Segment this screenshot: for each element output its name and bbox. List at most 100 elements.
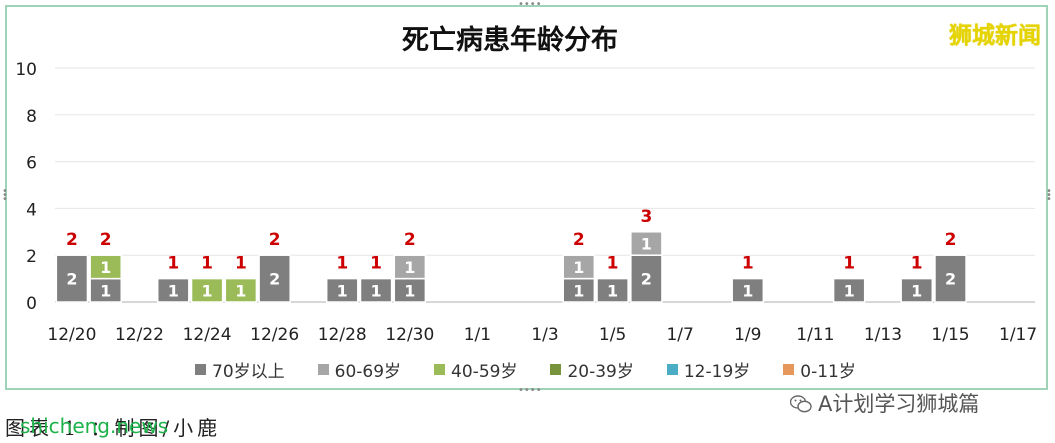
total-label: 1 [742, 254, 754, 274]
top-resize-handle[interactable]: •••• [518, 0, 542, 10]
data-label: 1 [911, 281, 922, 300]
y-tick-label: 6 [26, 154, 37, 174]
bar-segment [224, 277, 258, 303]
data-label: 2 [269, 270, 280, 289]
bar-segment [596, 277, 629, 303]
x-tick-label: 1/1 [464, 325, 491, 345]
total-label: 1 [336, 254, 348, 274]
bar-segment [359, 277, 393, 303]
y-tick-label: 8 [26, 107, 37, 127]
legend-label: 40-59岁 [451, 361, 518, 382]
data-label: 2 [641, 270, 652, 289]
legend-label: 12-19岁 [683, 361, 751, 382]
x-tick-label: 1/15 [931, 325, 969, 345]
x-tick-label: 1/11 [796, 325, 834, 345]
data-label: 1 [404, 258, 415, 277]
x-tick-label: 1/7 [666, 325, 693, 345]
total-label: 3 [640, 207, 652, 227]
x-tick-label: 12/22 [115, 325, 164, 345]
legend-swatch [783, 363, 795, 375]
bar-segment [190, 277, 224, 303]
total-label: 1 [201, 254, 213, 274]
chart-legend: 70岁以上 60-69岁 40-59岁 20-39岁 12-19岁 0-11岁 [195, 357, 856, 382]
data-label: 1 [404, 281, 415, 300]
data-label: 1 [844, 281, 855, 300]
y-tick-label: 2 [26, 247, 37, 267]
x-tick-label: 12/20 [47, 325, 96, 345]
y-tick-label: 10 [15, 60, 37, 80]
legend-swatch [550, 363, 562, 375]
chart-title: 死亡病患年龄分布 [402, 25, 618, 56]
legend-item: 60-69岁 [317, 357, 402, 382]
data-label: 1 [370, 281, 381, 300]
source-site-watermark: shicheng.news [20, 414, 169, 438]
total-label: 2 [404, 230, 416, 250]
bottom-resize-handle[interactable]: •••• [518, 385, 542, 396]
total-label: 1 [607, 254, 619, 274]
bar-segment [731, 277, 765, 303]
data-label: 1 [235, 281, 246, 300]
bar-segment [934, 254, 967, 303]
total-label: 1 [235, 254, 247, 274]
data-label: 1 [607, 281, 618, 300]
total-label: 2 [573, 230, 585, 250]
total-label: 1 [843, 254, 855, 274]
x-tick-label: 12/28 [318, 325, 367, 345]
bar-segment [630, 231, 663, 256]
legend-label: 0-11岁 [800, 361, 856, 382]
bar-segment [325, 277, 359, 303]
total-label: 2 [269, 230, 281, 250]
legend-item: 12-19岁 [666, 357, 751, 382]
x-tick-label: 1/5 [599, 325, 626, 345]
data-label: 2 [945, 270, 956, 289]
legend-swatch [195, 363, 206, 375]
legend-item: 70岁以上 [195, 357, 285, 382]
data-label: 1 [100, 281, 111, 300]
bar-segment [258, 254, 291, 303]
y-tick-label: 4 [26, 200, 37, 220]
watermark-logo: 狮城新闻 [949, 23, 1041, 49]
total-label: 1 [167, 254, 179, 274]
bar-segment [156, 277, 190, 303]
data-label: 1 [573, 258, 584, 277]
data-label: 1 [742, 281, 753, 300]
total-label: 2 [66, 230, 78, 250]
wechat-account-name: A计划学习狮城篇 [818, 392, 980, 416]
wechat-icon [789, 394, 812, 413]
x-tick-label: 12/26 [250, 325, 299, 345]
x-tick-label: 12/30 [385, 325, 434, 345]
data-label: 1 [100, 258, 111, 277]
figure-caption: 图表 1 ：制图/小鹿 [5, 416, 222, 440]
left-resize-handle[interactable]: • • • [2, 186, 8, 205]
data-label: 1 [573, 281, 584, 300]
legend-label: 20-39岁 [567, 361, 634, 382]
x-tick-label: 1/17 [999, 325, 1037, 345]
bar-segment [630, 254, 663, 303]
legend-item: 20-39岁 [550, 357, 634, 382]
bar-segment [393, 254, 427, 280]
x-tick-label: 1/3 [531, 325, 558, 345]
legend-label: 70岁以上 [212, 361, 285, 382]
legend-label: 60-69岁 [334, 361, 402, 382]
bar-segment [832, 277, 866, 303]
total-label: 2 [945, 230, 957, 250]
x-tick-label: 1/13 [864, 325, 902, 345]
data-label: 1 [168, 281, 179, 300]
x-tick-label: 1/9 [734, 325, 761, 345]
data-label: 1 [337, 281, 348, 300]
y-tick-label: 0 [26, 294, 37, 314]
legend-swatch [317, 363, 329, 375]
total-label: 1 [370, 254, 382, 274]
right-resize-handle[interactable]: • • • [1046, 186, 1052, 205]
legend-item: 0-11岁 [783, 357, 856, 382]
legend-swatch [666, 363, 678, 375]
bar-segment [900, 277, 934, 303]
total-label: 2 [100, 230, 112, 250]
bar-segment [89, 254, 122, 280]
bar-segment [562, 254, 596, 280]
data-label: 1 [201, 281, 212, 300]
total-label: 1 [911, 254, 923, 274]
legend-swatch [434, 363, 446, 375]
data-label: 2 [66, 270, 77, 289]
